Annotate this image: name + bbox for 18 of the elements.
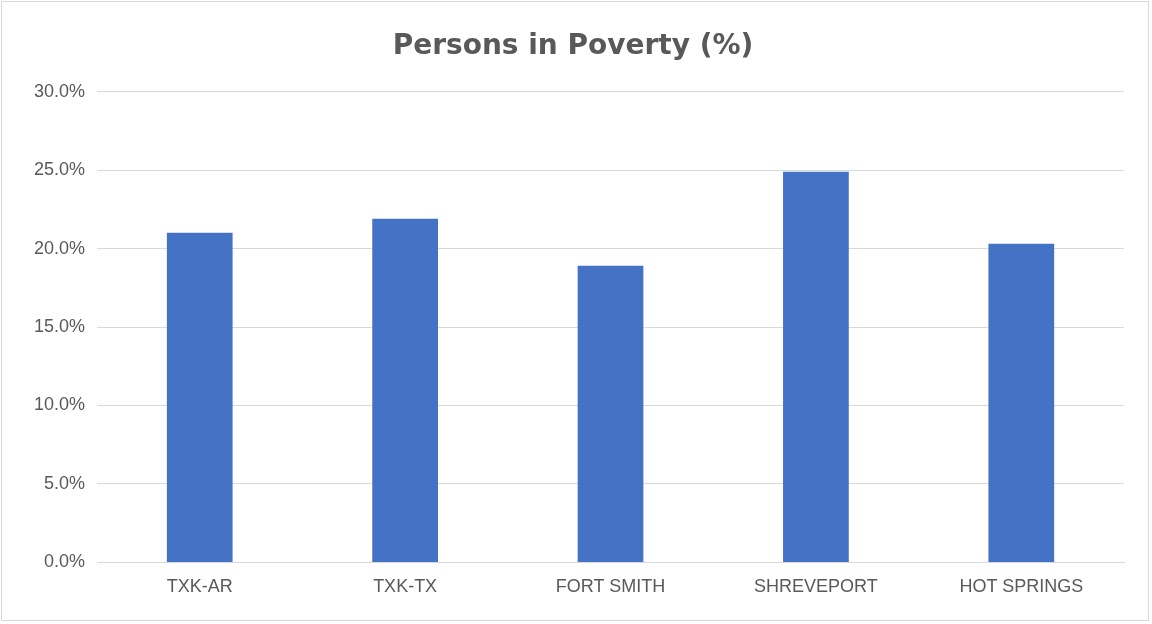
y-tick-label: 0.0% (44, 551, 86, 572)
x-tick-label: FORT SMITH (555, 576, 666, 597)
bar (372, 218, 438, 562)
bar (783, 171, 849, 562)
y-tick-label: 10.0% (33, 394, 86, 415)
x-tick-label: TXK-TX (373, 576, 438, 597)
y-tick-label: 20.0% (33, 237, 86, 258)
bar (577, 265, 644, 562)
x-tick-label: TXK-AR (166, 576, 233, 597)
y-tick-label: 15.0% (33, 315, 86, 336)
bar (166, 232, 233, 562)
y-tick-label: 30.0% (33, 80, 86, 101)
y-tick-label: 25.0% (33, 159, 86, 180)
y-tick-label: 5.0% (44, 472, 86, 493)
x-tick-label: HOT SPRINGS (959, 576, 1084, 597)
x-tick-label: SHREVEPORT (754, 576, 878, 597)
bar (988, 243, 1055, 562)
chart-title: Persons in Poverty (%) (392, 28, 754, 62)
